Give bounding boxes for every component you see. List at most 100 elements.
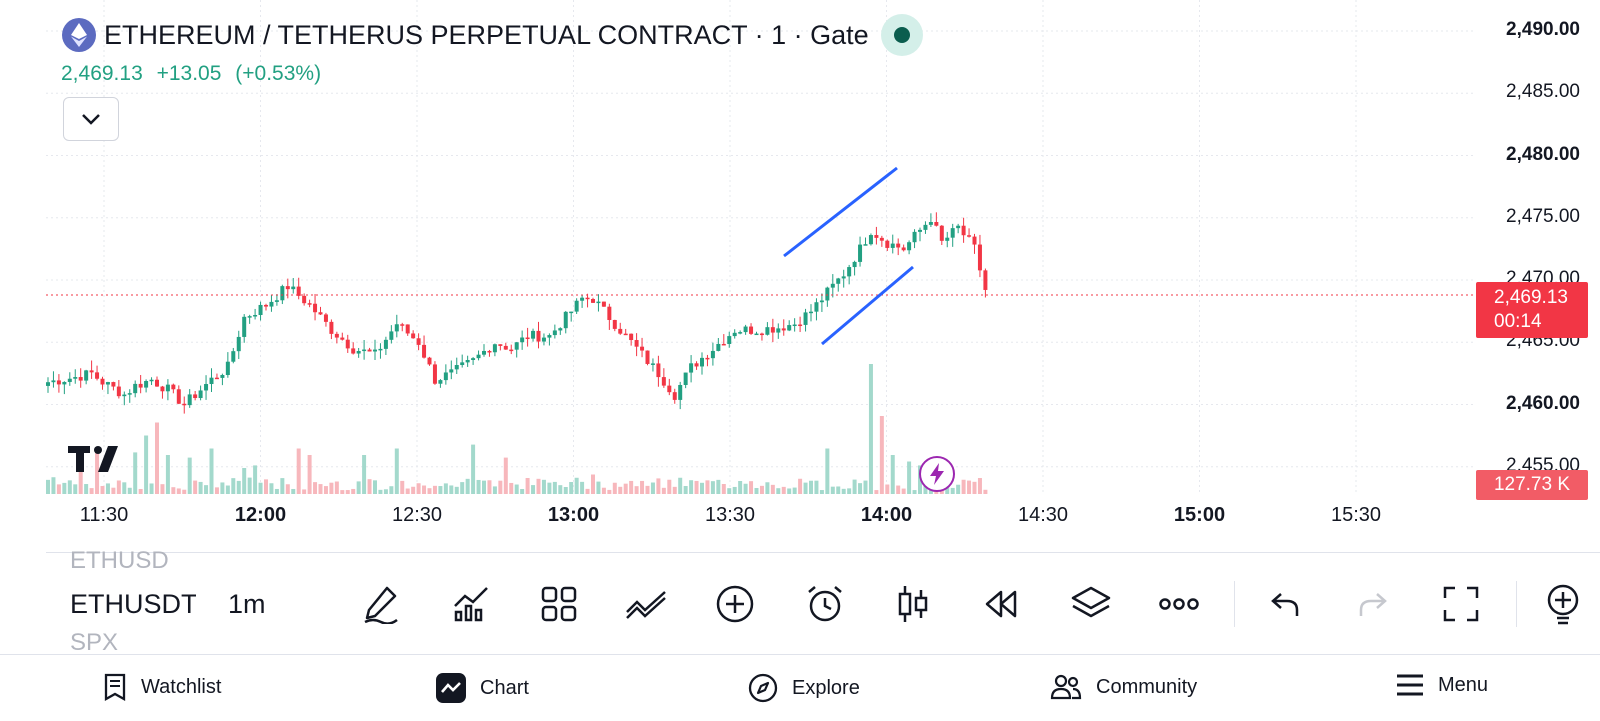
add-circle-icon[interactable] (712, 581, 758, 627)
candle-body (781, 328, 786, 331)
nav-watchlist[interactable]: Watchlist (103, 673, 221, 701)
volume-bar (503, 457, 508, 494)
candle-body (879, 237, 884, 241)
channel-upper-line[interactable] (783, 166, 898, 258)
volume-bar (204, 485, 209, 494)
candle-body (765, 327, 770, 335)
volume-bar (759, 485, 764, 494)
candle-body (858, 244, 863, 262)
volume-bar (645, 485, 650, 494)
volume-bar (574, 477, 579, 494)
lightning-icon[interactable] (919, 456, 955, 492)
candle-body (122, 394, 127, 397)
candle-body (645, 350, 650, 364)
candle-body (863, 244, 868, 246)
symbol-selector[interactable]: ETHUSDT (70, 589, 196, 619)
nav-community[interactable]: Community (1050, 673, 1197, 701)
candle-style-icon[interactable] (890, 581, 936, 627)
candle-body (323, 314, 328, 322)
volume-bar (389, 486, 394, 494)
candle-body (405, 324, 410, 334)
candle-body (678, 384, 683, 400)
candle-body (618, 328, 623, 334)
candle-body (482, 350, 486, 355)
symbol-next[interactable]: SPX (70, 629, 119, 651)
candle-body (236, 336, 241, 352)
volume-bar (46, 479, 50, 494)
candle-body (318, 312, 323, 315)
market-status-indicator[interactable] (880, 14, 923, 56)
layers-icon[interactable] (1068, 581, 1114, 627)
community-icon (1050, 674, 1082, 700)
nav-explore[interactable]: Explore (748, 673, 860, 703)
candle-body (176, 389, 181, 404)
fullscreen-icon[interactable] (1438, 581, 1484, 627)
candle-body (694, 363, 699, 367)
candle-body (689, 363, 694, 373)
candle-body (743, 326, 748, 333)
volume-bar (78, 461, 83, 494)
candle-body (427, 357, 432, 365)
channel-lower-line[interactable] (821, 265, 914, 346)
candle-body (449, 369, 454, 373)
trend-line-icon[interactable] (624, 581, 670, 627)
candle-body (51, 380, 56, 383)
more-icon[interactable] (1156, 581, 1202, 627)
price-summary: 2,469.13 +13.05 (+0.53%) (61, 62, 329, 86)
candle-body (84, 370, 89, 381)
indicators-icon[interactable] (448, 581, 494, 627)
volume-bar (863, 480, 868, 494)
volume-bar (487, 480, 492, 494)
undo-icon[interactable] (1262, 581, 1308, 627)
volume-bar (165, 455, 170, 494)
chart-header: ETHEREUM / TETHERUS PERPETUAL CONTRACT ·… (62, 14, 923, 56)
volume-bar (209, 448, 214, 494)
time-axis-label: 13:30 (704, 504, 756, 526)
redo-icon[interactable] (1350, 581, 1396, 627)
candle-body (945, 237, 950, 241)
hint-bulb-icon[interactable] (1540, 581, 1586, 627)
volume-bar (591, 474, 595, 494)
volume-bar (667, 479, 672, 494)
symbol-title[interactable]: ETHEREUM / TETHERUS PERPETUAL CONTRACT ·… (104, 19, 869, 50)
volume-bar (383, 489, 388, 494)
candle-body (231, 351, 236, 362)
layout-grid-icon[interactable] (536, 581, 582, 627)
replay-icon[interactable] (978, 581, 1024, 627)
candle-body (732, 332, 737, 337)
volume-bar (100, 486, 105, 494)
pencil-draw-icon[interactable] (358, 581, 404, 627)
volume-bar (73, 484, 78, 494)
tradingview-logo[interactable] (68, 446, 126, 477)
volume-bar (749, 481, 754, 494)
expand-legend-button[interactable] (63, 97, 119, 141)
candle-body (204, 384, 209, 391)
volume-bar (345, 490, 350, 494)
nav-chart[interactable]: Chart (436, 673, 529, 703)
candle-body (792, 324, 797, 327)
nav-menu[interactable]: Menu (1396, 673, 1488, 697)
candle-body (280, 286, 285, 301)
candle-body (525, 337, 530, 340)
price-chart[interactable] (0, 0, 1600, 545)
candle-body (612, 319, 617, 329)
candle-body (956, 225, 961, 229)
volume-bar (378, 489, 383, 494)
volume-bar (313, 482, 318, 494)
interval-selector[interactable]: 1m (228, 589, 266, 619)
candle-body (67, 378, 72, 382)
volume-bar (525, 478, 530, 494)
candle-body (296, 286, 301, 296)
volume-bar (329, 482, 334, 494)
volume-bar (650, 482, 655, 494)
candle-body (307, 303, 312, 305)
volume-bar (552, 481, 557, 494)
volume-bar (640, 480, 645, 494)
symbol-prev[interactable]: ETHUSD (70, 547, 169, 574)
volume-bar (373, 480, 377, 494)
alarm-icon[interactable] (802, 581, 848, 627)
candle-body (362, 349, 367, 352)
volume-bar (798, 478, 803, 494)
candle-body (830, 283, 835, 288)
volume-bar (334, 481, 339, 494)
